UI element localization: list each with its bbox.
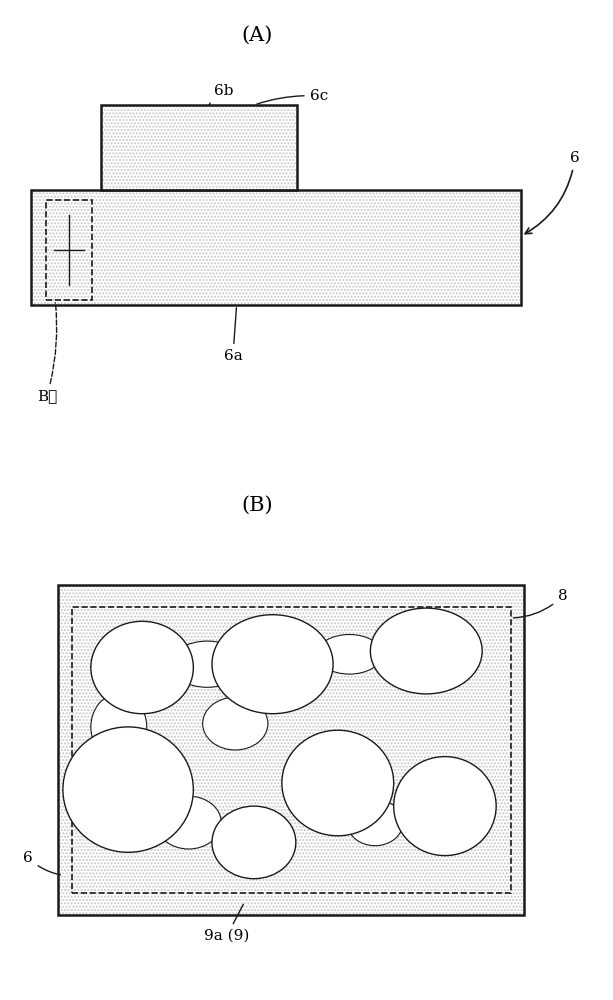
Bar xyxy=(58,585,524,915)
Text: 6: 6 xyxy=(525,151,580,234)
Ellipse shape xyxy=(203,697,268,750)
Ellipse shape xyxy=(370,608,482,694)
Text: (B): (B) xyxy=(242,495,273,514)
Text: 6b: 6b xyxy=(209,84,234,105)
Bar xyxy=(101,105,297,190)
Ellipse shape xyxy=(317,634,382,674)
Text: (A): (A) xyxy=(242,25,273,44)
Text: 9a (9): 9a (9) xyxy=(204,904,249,943)
Text: 8: 8 xyxy=(514,589,568,618)
Ellipse shape xyxy=(170,641,245,687)
Bar xyxy=(101,105,297,190)
Bar xyxy=(72,607,511,893)
Bar xyxy=(58,585,524,915)
Ellipse shape xyxy=(212,615,333,714)
Text: B部: B部 xyxy=(37,303,57,403)
Ellipse shape xyxy=(156,796,221,849)
Text: 6a: 6a xyxy=(224,308,242,363)
Ellipse shape xyxy=(347,800,403,846)
Ellipse shape xyxy=(91,694,147,760)
Text: 6: 6 xyxy=(23,851,61,875)
Ellipse shape xyxy=(212,806,296,879)
Bar xyxy=(31,190,521,305)
Ellipse shape xyxy=(282,730,394,836)
Bar xyxy=(46,200,92,300)
Ellipse shape xyxy=(63,727,193,852)
Ellipse shape xyxy=(91,621,193,714)
Bar xyxy=(31,190,521,305)
Ellipse shape xyxy=(394,757,496,856)
Text: 6c: 6c xyxy=(257,89,328,104)
